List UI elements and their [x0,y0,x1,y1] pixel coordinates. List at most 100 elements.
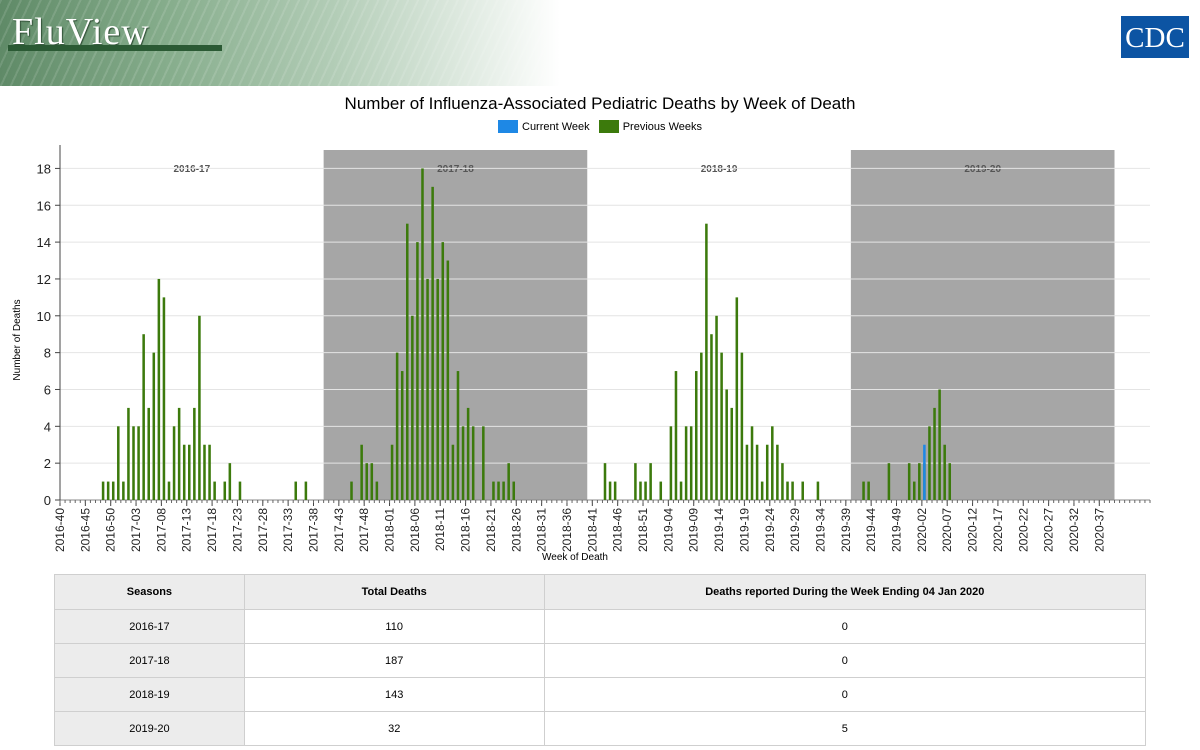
bar-previous-week [431,186,434,500]
bar-previous-week [111,481,115,500]
bar-previous-week [294,481,298,500]
cdc-logo[interactable]: CDC [1121,16,1189,58]
x-tick-label: 2019-19 [737,508,751,552]
y-tick-label: 8 [44,346,51,361]
bar-previous-week [122,481,125,500]
x-tick-label: 2016-50 [104,508,118,552]
season-cell: 2016-17 [54,609,245,644]
x-tick-label: 2018-41 [585,508,599,552]
bar-previous-week [471,426,475,500]
bar-previous-week [132,426,135,500]
bar-previous-week [720,352,723,500]
bar-previous-week [304,481,308,500]
bar-previous-week [679,481,683,500]
legend-swatch-previous [598,120,619,133]
bar-previous-week [715,315,718,500]
x-tick-label: 2017-38 [306,508,320,552]
season-cell: 2017-18 [54,643,245,678]
bar-previous-week [127,407,130,500]
bar-previous-week [771,426,774,500]
week-deaths-cell: 5 [543,711,1147,746]
y-tick-label: 0 [44,493,51,508]
x-tick-label: 2016-45 [78,508,92,552]
bar-previous-week [482,426,485,500]
x-tick-label: 2018-51 [636,508,650,552]
bar-previous-week [786,481,789,500]
bar-previous-week [370,463,374,500]
bar-previous-week [167,481,171,500]
bar-previous-week [918,463,921,500]
y-tick-label: 16 [37,198,51,213]
chart-legend: Current Week Previous Weeks [0,120,1200,133]
x-axis-title: Week of Death [542,552,608,563]
column-header-seasons[interactable]: Seasons [54,574,245,610]
y-tick-label: 4 [44,419,51,434]
table-row: 2018-19 143 0 [54,677,1147,712]
x-tick-label: 2020-37 [1092,508,1106,552]
bar-previous-week [400,371,404,500]
bar-previous-week [395,352,399,500]
table-row: 2019-20 32 5 [54,711,1147,746]
bar-previous-week [157,278,161,500]
x-tick-label: 2017-33 [281,508,295,552]
bar-previous-week [101,481,105,500]
bar-previous-week [172,426,176,500]
legend-current-week[interactable]: Current Week [498,120,590,133]
x-tick-label: 2017-23 [230,508,244,552]
x-tick-label: 2019-49 [890,508,904,552]
bar-previous-week [507,463,510,500]
column-header-week-deaths[interactable]: Deaths reported During the Week Ending 0… [543,574,1147,610]
bar-previous-week [938,389,941,500]
x-tick-label: 2019-29 [788,508,802,552]
bar-previous-week [750,426,754,500]
x-tick-label: 2018-46 [611,508,625,552]
y-tick-label: 14 [37,235,51,250]
bar-previous-week [912,481,916,500]
bar-previous-week [867,481,870,500]
bar-previous-week [907,463,911,500]
bar-previous-week [700,352,703,500]
week-deaths-cell: 0 [543,643,1147,678]
x-tick-label: 2018-21 [484,508,498,552]
column-header-total-deaths[interactable]: Total Deaths [243,574,545,610]
season-band [323,150,588,500]
bar-previous-week [644,481,647,500]
x-tick-label: 2017-08 [154,508,168,552]
x-tick-label: 2019-39 [839,508,853,552]
bar-previous-week [213,481,216,500]
bar-previous-week [466,407,470,500]
bar-previous-week [193,407,196,500]
season-band-label: 2017-18 [437,164,474,175]
bar-previous-week [730,407,734,500]
bar-previous-week [634,463,637,500]
y-tick-label: 6 [44,382,51,397]
bar-previous-week [760,481,764,500]
bar-previous-week [776,444,779,500]
legend-label-previous: Previous Weeks [622,121,702,133]
bar-previous-week [745,444,749,500]
x-tick-label: 2017-13 [180,508,194,552]
bar-previous-week [360,444,363,500]
bar-previous-week [613,481,617,500]
bar-previous-week [608,481,612,500]
bar-previous-week [735,297,739,500]
x-tick-label: 2016-40 [53,508,67,552]
x-tick-label: 2018-06 [408,508,422,552]
y-tick-label: 2 [44,456,51,471]
bar-previous-week [791,481,794,500]
bar-previous-week [350,481,353,500]
fluview-banner [0,0,560,86]
bar-previous-week [416,242,419,500]
bar-previous-week [375,481,379,500]
bar-previous-week [446,260,450,500]
x-tick-label: 2020-02 [915,508,929,552]
bar-previous-week [436,278,439,500]
x-tick-label: 2020-22 [1016,508,1030,552]
bar-previous-week [147,407,150,500]
bar-previous-week [862,481,865,500]
y-axis-title: Number of Deaths [12,299,23,380]
legend-previous-weeks[interactable]: Previous Weeks [598,120,702,133]
page-header: FluView CDC [0,0,1200,86]
bar-previous-week [659,481,663,500]
x-tick-label: 2017-03 [129,508,143,552]
